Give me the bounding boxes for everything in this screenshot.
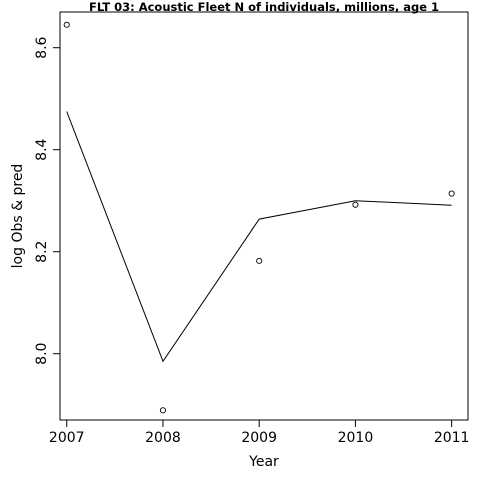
observed-point [352, 201, 359, 208]
x-tick-label: 2007 [49, 430, 85, 446]
x-tick-label: 2010 [338, 430, 374, 446]
y-axis: 8.0 8.2 8.4 8.6 [34, 36, 60, 365]
y-tick-label: 8.4 [34, 138, 50, 160]
y-tick-label: 8.2 [34, 241, 50, 263]
y-tick-label: 8.6 [34, 36, 50, 58]
x-tick-label: 2011 [434, 430, 470, 446]
y-axis-label: log Obs & pred [10, 164, 26, 269]
plot-frame [59, 11, 469, 421]
x-tick-label: 2008 [145, 430, 181, 446]
x-tick-label: 2009 [241, 430, 277, 446]
observed-point [63, 21, 70, 28]
observed-point [159, 407, 167, 414]
predicted-line [66, 111, 452, 363]
x-axis-label: Year [248, 454, 279, 470]
observed-point [256, 257, 263, 264]
observed-point [448, 190, 455, 197]
chart-title: FLT 03: Acoustic Fleet N of individuals,… [89, 0, 439, 14]
x-axis: 2007 2008 2009 2010 2011 [49, 420, 470, 446]
series-layer [63, 21, 455, 414]
y-tick-label: 8.0 [34, 343, 50, 365]
